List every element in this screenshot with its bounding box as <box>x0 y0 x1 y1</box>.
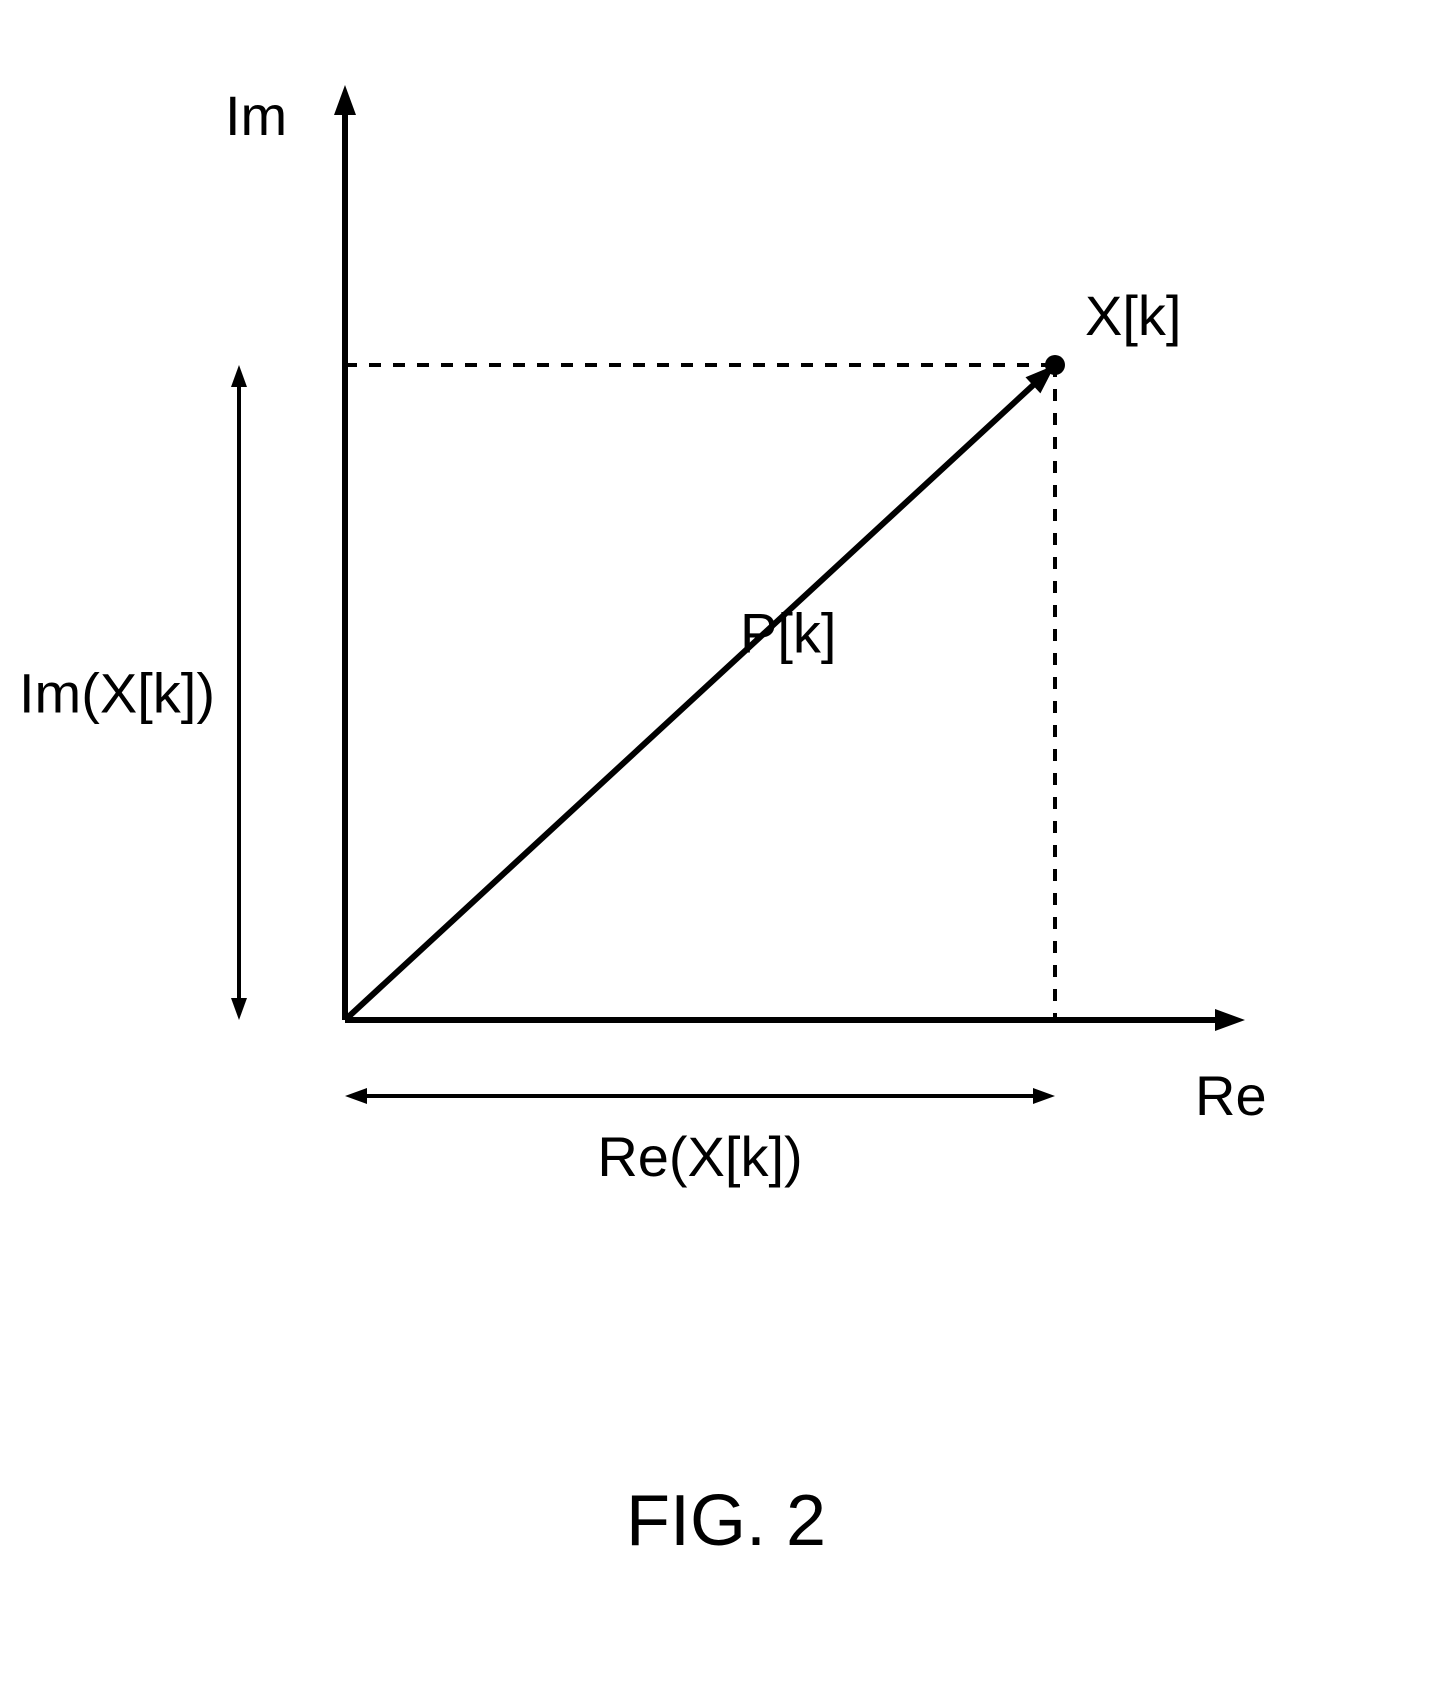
axis-label-im: Im <box>225 84 287 147</box>
im-projection-label: Im(X[k]) <box>19 662 215 725</box>
vector-label: P[k] <box>740 602 836 665</box>
figure-caption: FIG. 2 <box>0 1480 1452 1562</box>
point-label: X[k] <box>1085 284 1181 347</box>
diagram-container: Im Re X[k] P[k] Im(X[k]) Re(X[k]) FIG. 2 <box>0 0 1452 1693</box>
complex-plane-diagram: Im Re X[k] P[k] Im(X[k]) Re(X[k]) <box>0 0 1452 1693</box>
axis-label-re: Re <box>1195 1064 1267 1127</box>
re-projection-label: Re(X[k]) <box>597 1125 802 1188</box>
